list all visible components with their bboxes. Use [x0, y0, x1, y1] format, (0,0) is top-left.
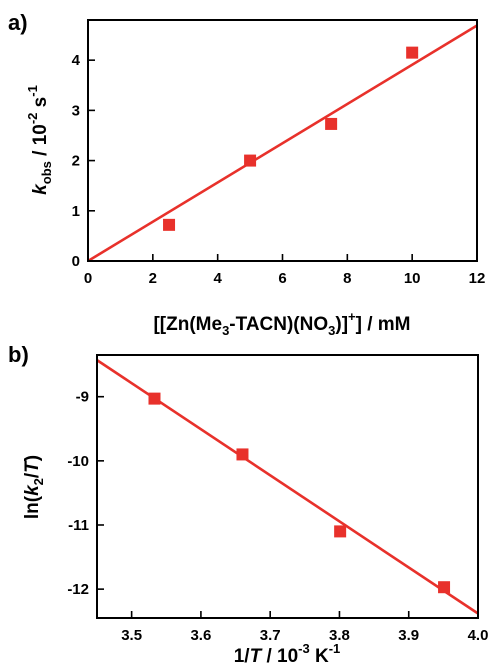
panel-a-xlabel: [[Zn(Me3-TACN)(NO3)]+] / mM — [153, 309, 410, 338]
a-y-tick-label: 3 — [72, 102, 80, 119]
a-x-tick-label: 12 — [469, 270, 486, 287]
b-y-tick-label: -11 — [68, 517, 89, 534]
a-fit-line — [87, 24, 478, 263]
a-data-point — [244, 154, 257, 167]
panel-b-xlabel: 1/T / 10-3 K-1 — [234, 641, 341, 667]
a-x-tick-label: 0 — [84, 270, 92, 287]
b-data-point — [148, 392, 161, 405]
panel-b-plot-frame — [96, 354, 479, 619]
panel-b: b) 3.5 3.6 3.7 3.8 3.9 4.0 -9 -10 -11 -12 1/T / 1… — [8, 342, 488, 667]
a-x-tick-label: 10 — [404, 270, 421, 287]
b-data-point — [334, 525, 347, 538]
a-y-tick-label: 4 — [72, 52, 81, 69]
b-y-tick-label: -12 — [67, 581, 89, 598]
a-x-tick-label: 4 — [213, 270, 222, 287]
b-data-point — [438, 581, 451, 594]
a-data-point — [325, 117, 338, 130]
panel-b-ticks: 3.5 3.6 3.7 3.8 3.9 4.0 -9 -10 -11 -12 — [67, 389, 488, 644]
panel-b-ylabel: ln(k2/T) — [22, 455, 46, 519]
panel-a-ylabel: kobs / 10-2 s-1 — [25, 85, 54, 195]
b-x-tick-label: 3.9 — [398, 627, 419, 644]
a-y-tick-label: 0 — [72, 253, 80, 270]
b-y-tick-label: -10 — [67, 453, 89, 470]
a-x-tick-label: 2 — [149, 270, 157, 287]
a-data-point — [406, 46, 419, 59]
panel-b-label: b) — [8, 342, 29, 367]
b-y-tick-label: -9 — [76, 389, 89, 406]
b-x-tick-label: 3.7 — [260, 627, 281, 644]
panel-a-points — [163, 46, 419, 231]
b-x-tick-label: 3.6 — [190, 627, 211, 644]
b-x-tick-label: 4.0 — [468, 627, 489, 644]
b-data-point — [236, 448, 249, 461]
a-y-tick-label: 1 — [72, 203, 80, 220]
b-fit-line — [96, 359, 479, 615]
b-x-tick-label: 3.5 — [121, 627, 142, 644]
panel-b-points — [148, 392, 451, 594]
panel-a-label: a) — [8, 10, 28, 35]
panel-a-plot-frame — [87, 19, 478, 262]
b-x-tick-label: 3.8 — [329, 627, 350, 644]
a-x-tick-label: 8 — [343, 270, 351, 287]
panel-b-fit-line — [96, 359, 479, 615]
a-y-tick-label: 2 — [72, 153, 80, 170]
panel-a-fit-line — [87, 24, 478, 263]
a-data-point — [163, 218, 176, 231]
a-x-tick-label: 6 — [278, 270, 286, 287]
